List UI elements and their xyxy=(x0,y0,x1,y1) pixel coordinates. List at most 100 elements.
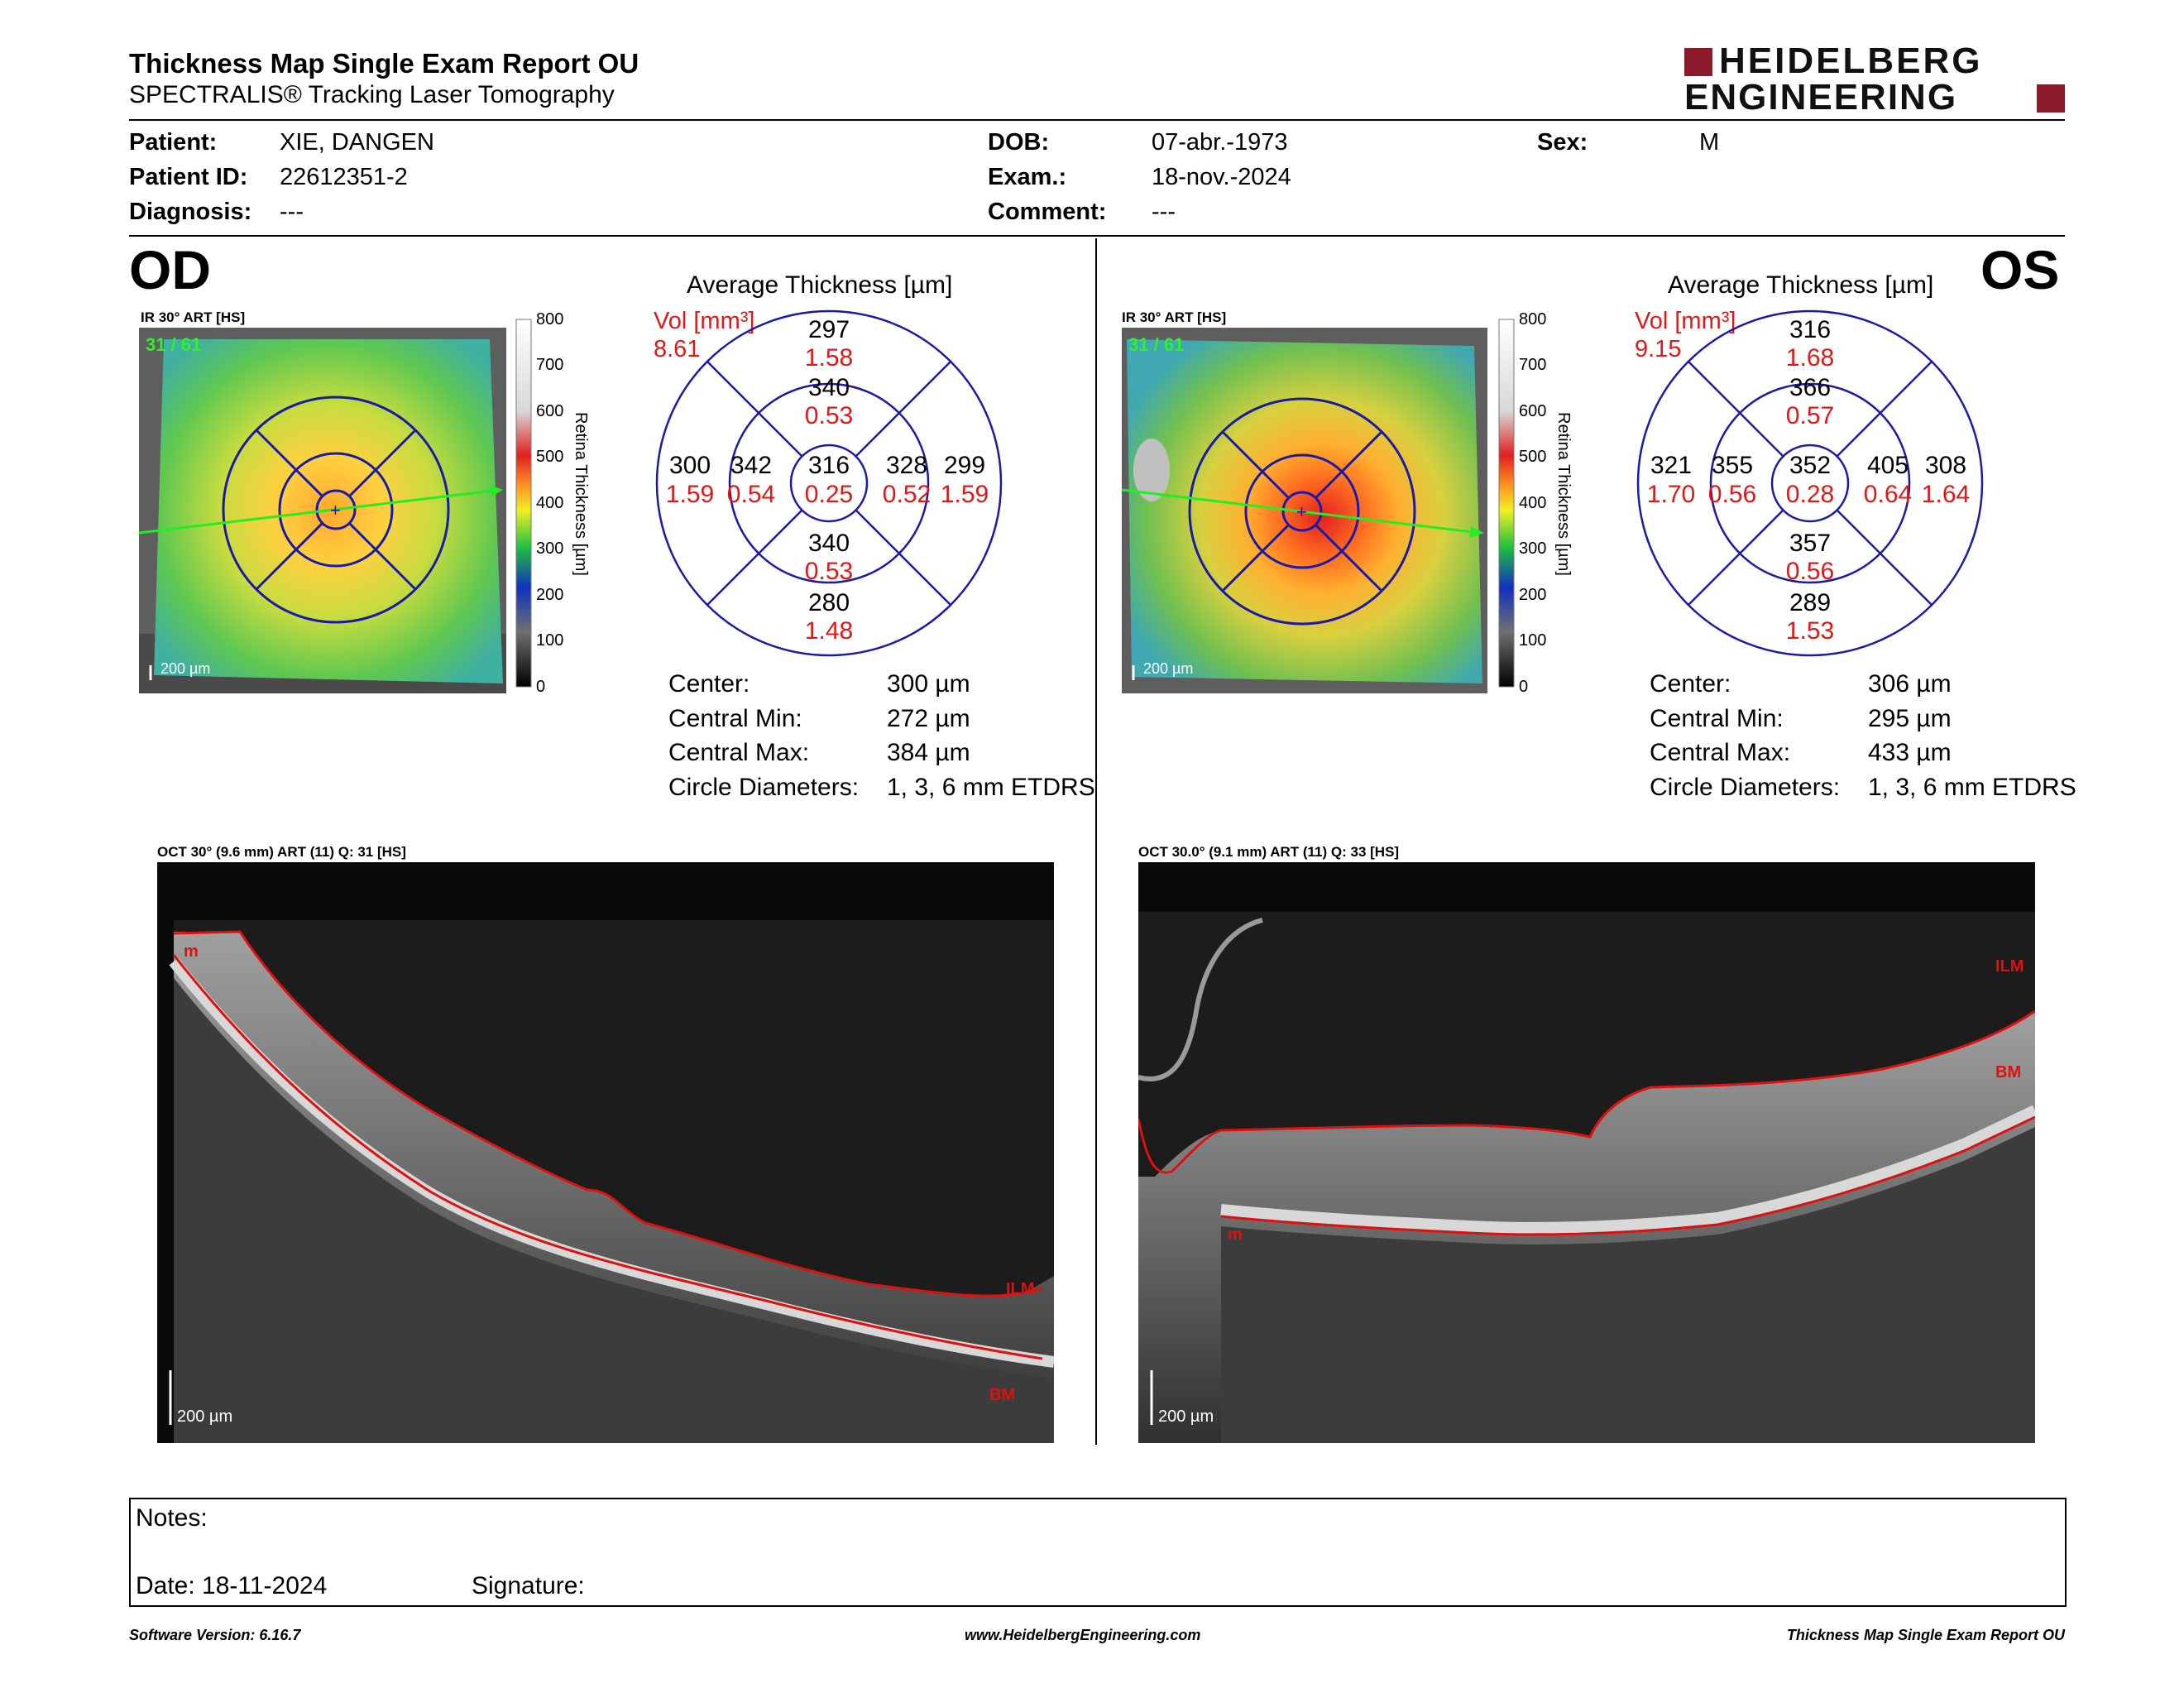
os-sup-outer-thk: 316 xyxy=(1789,316,1831,343)
os-optic-disc xyxy=(1133,439,1170,501)
os-temp-inner-vol: 0.56 xyxy=(1708,481,1756,508)
os-temp-outer-thk: 321 xyxy=(1650,452,1692,479)
os-sup-inner-thk: 366 xyxy=(1789,374,1831,401)
tick-500: 500 xyxy=(536,448,563,466)
logo-line2: ENGINEERING xyxy=(1684,77,1958,117)
od-oct-label-m: m xyxy=(184,942,199,961)
os-grid-middle xyxy=(1709,382,1911,584)
od-grid-outer xyxy=(655,309,1003,657)
notes-box[interactable]: Notes: Date: 18-11-2024 Signature: xyxy=(129,1498,2067,1607)
od-stat-center-value: 300 µm xyxy=(887,670,970,698)
os-scan-arrowhead xyxy=(1469,526,1484,538)
od-center-vol: 0.25 xyxy=(805,481,853,508)
os-oct-label-ilm: ILM xyxy=(1995,957,2024,976)
notes-signature: Signature: xyxy=(472,1572,585,1599)
od-scan-arrowhead xyxy=(490,485,503,496)
os-grid-outer xyxy=(1636,309,1984,657)
os-stat-center-label: Center: xyxy=(1650,670,1731,698)
os-nasal-inner-thk: 405 xyxy=(1867,452,1909,479)
report-title: Thickness Map Single Exam Report OU xyxy=(129,48,639,79)
os-oct-bscan: ILM BM m 200 µm xyxy=(1138,862,2035,1443)
od-fovea-cross: + xyxy=(330,500,341,520)
od-oct-rpe-band xyxy=(169,957,1054,1368)
od-stat-diam-label: Circle Diameters: xyxy=(668,774,860,801)
exam-value: 18-nov.-2024 xyxy=(1152,164,1291,190)
comment-value: --- xyxy=(1152,199,1176,225)
od-stat-max-label: Central Max: xyxy=(668,739,810,766)
tick-700: 700 xyxy=(536,356,563,374)
os-eye-label: OS xyxy=(1980,239,2060,300)
os-oct-title: OCT 30.0° (9.1 mm) ART (11) Q: 33 [HS] xyxy=(1138,844,1400,860)
os-stat-min-value: 295 µm xyxy=(1868,705,1952,732)
od-oct-label-ilm: ILM xyxy=(1006,1280,1034,1298)
footer-report: Thickness Map Single Exam Report OU xyxy=(1786,1627,2065,1643)
logo-square-top xyxy=(1684,48,1712,76)
od-grid-middle xyxy=(728,382,930,584)
os-inf-outer-thk: 289 xyxy=(1789,589,1831,616)
footer-version: Software Version: 6.16.7 xyxy=(129,1627,301,1643)
od-temp-inner-vol: 0.54 xyxy=(727,481,775,508)
os-stat-diam-label: Circle Diameters: xyxy=(1650,774,1841,801)
os-oct-label-bm: BM xyxy=(1995,1063,2021,1081)
od-sup-inner-thk: 340 xyxy=(808,374,850,401)
os-sup-outer-vol: 1.68 xyxy=(1786,344,1834,372)
od-stat-min-value: 272 µm xyxy=(887,705,970,732)
od-temp-outer-thk: 300 xyxy=(669,452,711,479)
os-oct-ilm-line xyxy=(1138,1009,2035,1174)
patient-id-value: 22612351-2 xyxy=(280,164,408,190)
os-grid-inner xyxy=(1770,444,1850,523)
exam-label: Exam.: xyxy=(988,164,1067,190)
os-oct-vitreous-strand xyxy=(1138,918,1263,1081)
notes-date: Date: 18-11-2024 xyxy=(136,1572,328,1599)
od-inf-outer-vol: 1.48 xyxy=(805,617,853,645)
os-grid-spokes xyxy=(1688,361,1933,606)
os-stat-diam-value: 1, 3, 6 mm ETDRS xyxy=(1868,774,2076,801)
od-avg-title: Average Thickness [µm] xyxy=(687,271,953,299)
scale-label: Retina Thickness [µm] xyxy=(572,412,590,576)
patient-id-label: Patient ID: xyxy=(129,164,248,190)
od-temp-inner-thk: 342 xyxy=(730,452,772,479)
od-oct-choroid xyxy=(174,978,1054,1443)
os-stat-min-label: Central Min: xyxy=(1650,705,1784,732)
footer-url[interactable]: www.HeidelbergEngineering.com xyxy=(965,1627,1201,1643)
tick-600: 600 xyxy=(536,402,563,420)
os-nasal-outer-vol: 1.64 xyxy=(1922,481,1970,508)
os-fovea-cross: + xyxy=(1296,501,1307,522)
od-inf-inner-vol: 0.53 xyxy=(805,558,853,585)
os-tick-300: 300 xyxy=(1519,539,1546,558)
od-temp-outer-vol: 1.59 xyxy=(666,481,714,508)
os-temp-outer-vol: 1.70 xyxy=(1647,481,1695,508)
center-divider xyxy=(1095,238,1097,1445)
od-thickness-scale: 800 700 600 500 400 300 200 100 0 Retina… xyxy=(515,310,590,696)
od-oct-bm-line xyxy=(172,954,1043,1360)
logo-square-bottom xyxy=(2037,84,2065,113)
od-eye-label: OD xyxy=(129,239,211,300)
os-stat-center-value: 306 µm xyxy=(1868,670,1952,698)
os-etdrs-middle xyxy=(1244,453,1360,569)
tick-300: 300 xyxy=(536,539,563,558)
scale-bar xyxy=(515,319,532,688)
os-etdrs-grid: 316 1.68 366 0.57 321 1.70 355 0.56 352 … xyxy=(1636,309,1984,657)
od-stat-diam-value: 1, 3, 6 mm ETDRS xyxy=(887,774,1095,801)
od-sup-outer-vol: 1.58 xyxy=(805,344,853,372)
od-etdrs-outer xyxy=(222,396,450,624)
od-oct-title: OCT 30° (9.6 mm) ART (11) Q: 31 [HS] xyxy=(157,844,406,860)
tick-800: 800 xyxy=(536,310,563,328)
od-grid-spokes xyxy=(706,361,951,606)
od-nasal-inner-thk: 328 xyxy=(886,452,927,479)
od-vol-label: Vol [mm³] xyxy=(654,308,755,334)
od-ir-title: IR 30° ART [HS] xyxy=(141,309,246,325)
os-stat-max-label: Central Max: xyxy=(1650,739,1791,766)
os-sup-inner-vol: 0.57 xyxy=(1786,402,1834,429)
os-scale-label: Retina Thickness [µm] xyxy=(1554,412,1573,576)
os-nasal-outer-thk: 308 xyxy=(1925,452,1966,479)
os-tick-500: 500 xyxy=(1519,448,1546,466)
os-oct-label-m: m xyxy=(1228,1225,1243,1244)
od-oct-scale: 200 µm xyxy=(177,1407,232,1426)
od-center-thk: 316 xyxy=(808,452,850,479)
od-oct-label-bm: BM xyxy=(989,1386,1015,1404)
os-ir-counter: 31 / 61 xyxy=(1128,334,1184,355)
os-tick-600: 600 xyxy=(1519,402,1546,420)
od-etdrs-spokes xyxy=(255,429,417,591)
od-thickness-map: + 31 / 61 200 µm xyxy=(139,328,506,693)
